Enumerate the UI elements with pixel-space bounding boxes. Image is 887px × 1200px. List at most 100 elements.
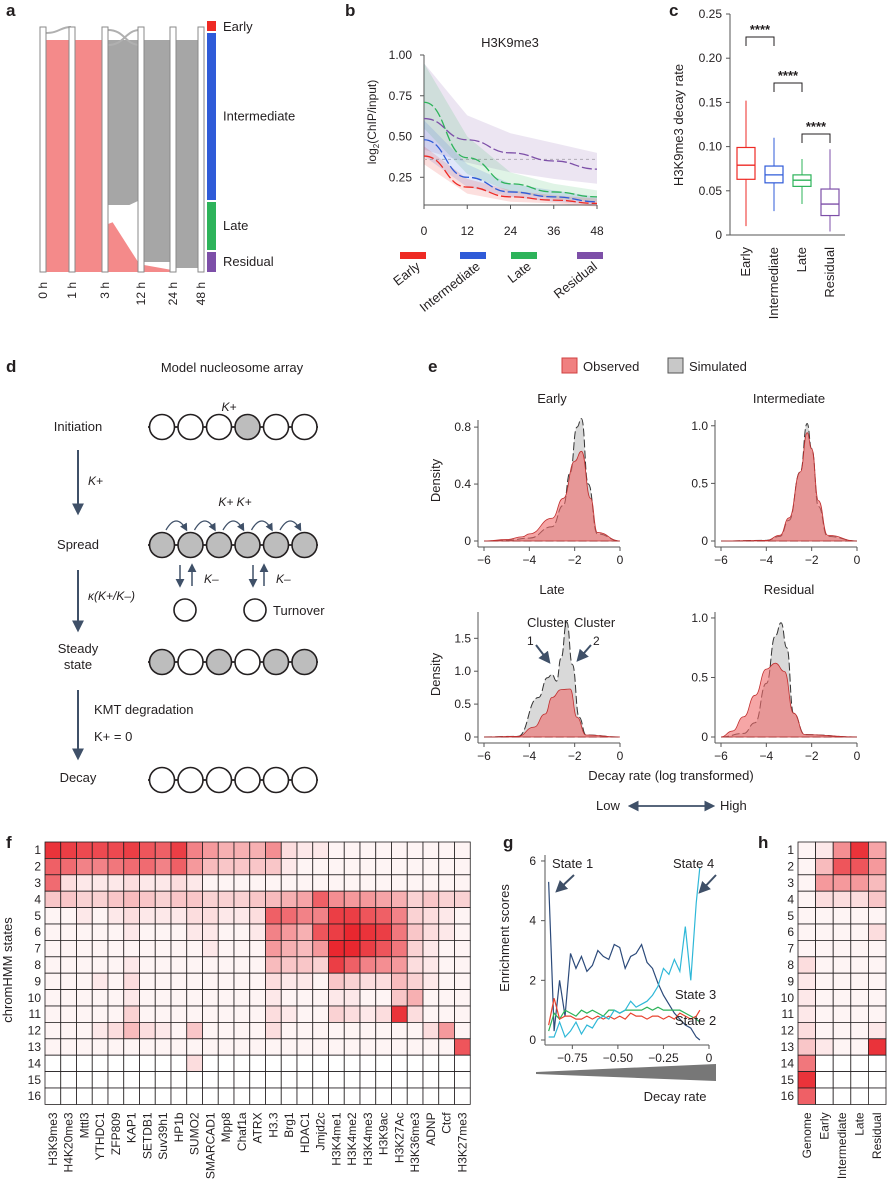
f-cell-2-adnp <box>422 858 440 876</box>
f-cell-5-ctcf <box>438 907 455 925</box>
h-cell-3-residual <box>868 874 887 892</box>
arrow-label-k0: K+ = 0 <box>94 729 132 744</box>
f-cell-7-h3k9me3 <box>44 940 62 958</box>
f-cell-5-h3k4me1 <box>328 907 345 925</box>
f-cell-14-h3k9me3 <box>44 1054 62 1072</box>
f-cell-7-adnp <box>422 940 440 958</box>
flow-grey-12-24 <box>144 40 172 262</box>
legend-label-intermediate: Intermediate <box>223 109 295 124</box>
f-cell-8-atrx <box>249 956 266 974</box>
h-cell-6-late <box>850 923 869 941</box>
c-x-tick-residual: Residual <box>822 247 837 298</box>
f-cell-2-atrx <box>249 858 266 876</box>
e-x-tick-late-2: −2 <box>568 749 582 763</box>
c-significance-0: **** <box>750 22 771 37</box>
f-cell-1-brg1 <box>280 841 298 859</box>
f-cell-3-h3k36me3 <box>406 874 424 892</box>
f-cell-14-chaf1a <box>233 1054 251 1072</box>
f-cell-6-adnp <box>422 923 440 941</box>
panel-b-line-chart: 0 12 24 36 48 0.25 0.50 0.75 1.00 <box>389 48 604 238</box>
f-cell-14-setdb1 <box>139 1054 156 1072</box>
panel-b-ylabel: log2(ChIP/input) <box>365 80 381 165</box>
f-cell-3-zfp809 <box>107 874 125 892</box>
h-cell-2-early <box>815 858 834 876</box>
f-col-label-jmjd2c: Jmjd2c <box>314 1112 328 1150</box>
e-x-tick-early-2: −2 <box>568 553 582 567</box>
nucleosome-arrays <box>148 413 318 794</box>
f-cell-4-jmjd2c <box>312 890 329 909</box>
f-cell-11-h3k27me3 <box>454 1005 471 1023</box>
f-cell-2-hdac1 <box>296 858 314 876</box>
nucleosome-spread-2 <box>205 531 233 559</box>
e-x-tick-late-1: −4 <box>522 749 536 763</box>
f-cell-4-zfp809 <box>107 890 125 909</box>
h-cell-8-residual <box>868 956 887 974</box>
f-cell-13-h3k4me2 <box>343 1038 361 1056</box>
f-cell-3-h3k9ac <box>375 874 392 892</box>
e-title-residual: Residual <box>764 582 815 597</box>
f-cell-12-ythdc1 <box>91 1022 109 1040</box>
f-cell-1-chaf1a <box>233 841 251 859</box>
f-cell-14-brg1 <box>280 1054 298 1072</box>
f-cell-7-chaf1a <box>233 940 251 958</box>
f-cell-5-chaf1a <box>233 907 251 925</box>
f-cell-12-setdb1 <box>139 1022 156 1040</box>
legend-simulated-label: Simulated <box>689 359 747 374</box>
g-x-tick-0: −0.75 <box>557 1051 588 1065</box>
flow-gap-3-12 <box>108 200 140 224</box>
f-cell-7-h3k27ac <box>391 940 408 958</box>
f-cell-4-hdac1 <box>296 890 314 909</box>
f-cell-7-h3-3 <box>265 940 282 958</box>
f-cell-14-h3k27me3 <box>454 1054 471 1072</box>
f-cell-13-adnp <box>422 1038 440 1056</box>
flow-grey-3-12 <box>108 40 140 205</box>
h-row-label-12: 12 <box>781 1024 795 1038</box>
legend-simulated-swatch <box>667 357 684 374</box>
f-cell-16-h3k9ac <box>375 1087 392 1105</box>
panel-g-label: g <box>503 833 513 852</box>
f-cell-12-kap1 <box>123 1022 140 1040</box>
f-cell-4-h3k36me3 <box>406 890 424 909</box>
h-cell-2-late <box>850 858 869 876</box>
f-cell-8-h3k27me3 <box>454 956 471 974</box>
f-cell-7-ctcf <box>438 940 455 958</box>
f-row-label-8: 8 <box>34 958 41 972</box>
f-cell-2-jmjd2c <box>312 858 329 876</box>
f-row-label-11: 11 <box>29 1007 42 1021</box>
h-cell-9-early <box>815 972 834 991</box>
f-cell-2-h3k36me3 <box>406 858 424 876</box>
flow-top-ribbon-1 <box>44 26 72 34</box>
c-significance-1: **** <box>778 68 799 83</box>
f-cell-9-setdb1 <box>139 972 156 991</box>
f-cell-5-h3k4me3 <box>359 907 377 925</box>
nucleosome-initiation-4 <box>262 413 290 441</box>
alluvial-axis-0 <box>39 26 47 273</box>
f-cell-11-zfp809 <box>107 1005 125 1023</box>
f-cell-7-sumo2 <box>186 940 203 958</box>
f-col-label-ythdc1: YTHDC1 <box>93 1112 107 1160</box>
h-cell-9-intermediate <box>832 972 852 991</box>
f-cell-1-adnp <box>422 841 440 859</box>
panel-f-label: f <box>6 833 12 852</box>
f-cell-7-h3k4me3 <box>359 940 377 958</box>
f-cell-4-kap1 <box>123 890 140 909</box>
f-cell-8-sumo2 <box>186 956 203 974</box>
f-cell-6-hdac1 <box>296 923 314 941</box>
f-cell-1-h3k4me1 <box>328 841 345 859</box>
f-row-label-16: 16 <box>28 1089 42 1103</box>
f-cell-6-setdb1 <box>139 923 156 941</box>
panel-d-title: Model nucleosome array <box>161 360 304 375</box>
f-cell-15-h4k20me3 <box>60 1071 77 1089</box>
h-cell-1-intermediate <box>832 841 852 859</box>
f-col-label-setdb1: SETDB1 <box>140 1112 154 1159</box>
arrow-label-kappa: κ(K+/K–) <box>88 589 135 603</box>
f-cell-8-jmjd2c <box>312 956 329 974</box>
f-col-label-adnp: ADNP <box>424 1112 438 1145</box>
e-x-tick-early-0: −6 <box>477 553 491 567</box>
f-cell-2-h3k4me2 <box>343 858 361 876</box>
h-cell-7-intermediate <box>832 940 852 958</box>
h-cell-10-late <box>850 989 869 1007</box>
f-cell-5-hdac1 <box>296 907 314 925</box>
f-cell-11-adnp <box>422 1005 440 1023</box>
h-cell-12-intermediate <box>832 1022 852 1040</box>
